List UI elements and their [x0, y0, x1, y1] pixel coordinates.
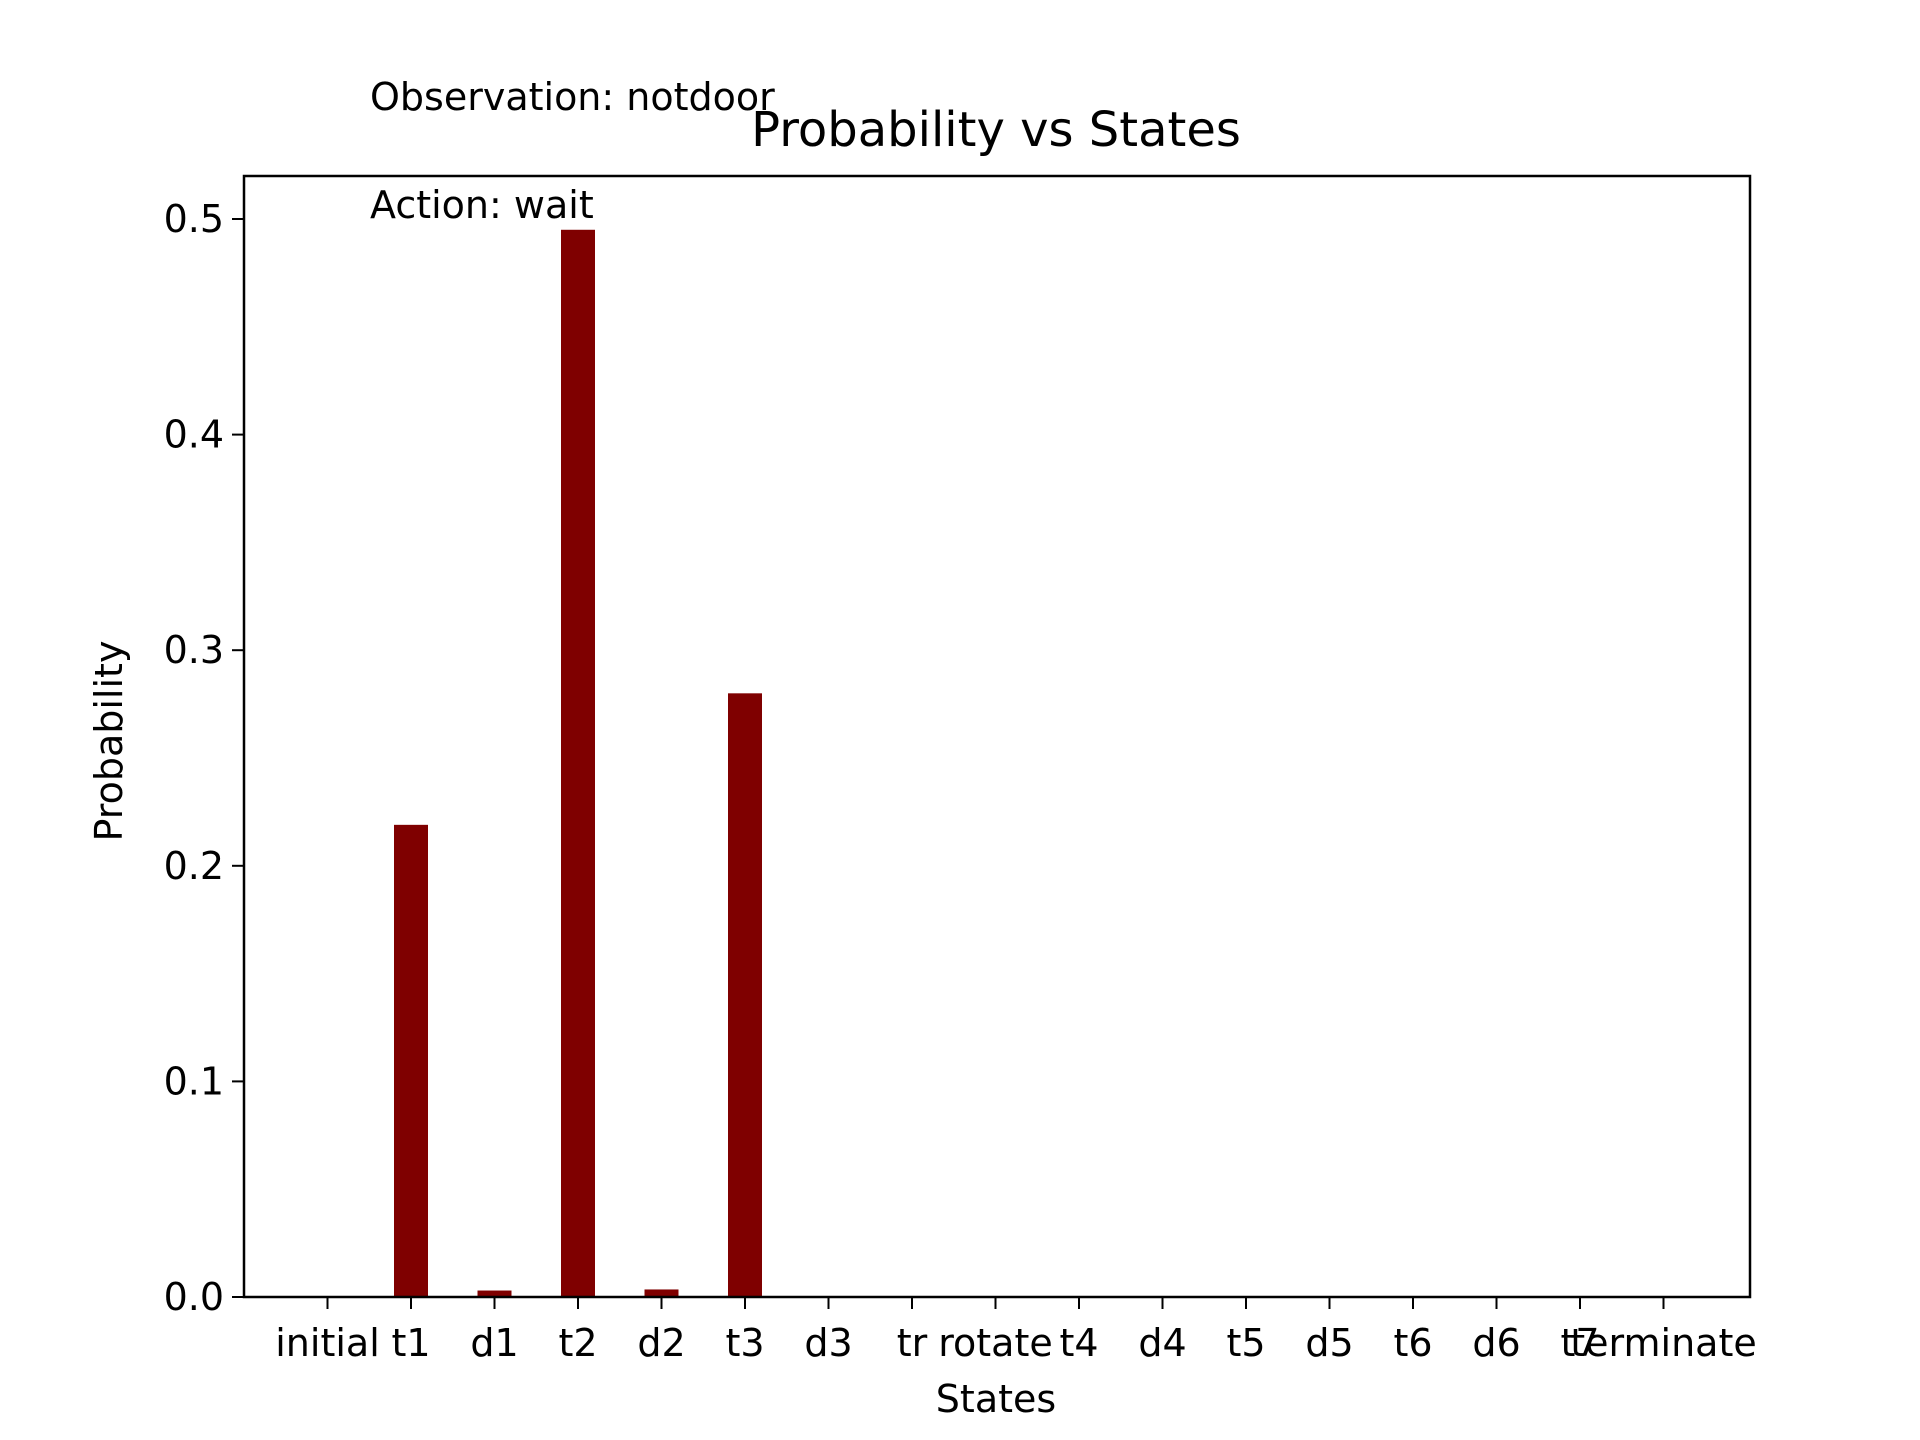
- x-tick-label-d3: d3: [804, 1321, 852, 1365]
- bar-t1: [394, 824, 428, 1297]
- bar-t2: [561, 229, 595, 1297]
- x-tick-label-initial: initial: [275, 1321, 380, 1365]
- x-tick-label-tr: tr: [897, 1321, 928, 1365]
- y-tick-label-0.1: 0.1: [164, 1059, 224, 1103]
- y-tick-label-0.4: 0.4: [164, 413, 224, 457]
- x-tick-label-t4: t4: [1059, 1321, 1098, 1365]
- x-tick-label-t5: t5: [1226, 1321, 1265, 1365]
- x-tick-label-t6: t6: [1393, 1321, 1432, 1365]
- bar-d2: [644, 1289, 679, 1297]
- y-axis: 0.0 0.1 0.2 0.3 0.4 0.5: [164, 197, 244, 1319]
- bar-t3: [728, 693, 762, 1297]
- x-axis: initial t1 d1 t2 d2 t3 d3 tr rotate t4 d4 t5 d5 t6 d6 t…: [275, 1297, 1757, 1365]
- y-axis-label: Probability: [87, 641, 131, 842]
- x-tick-label-d5: d5: [1305, 1321, 1353, 1365]
- x-tick-label-t1: t1: [391, 1321, 430, 1365]
- bars-group: [394, 229, 762, 1297]
- y-tick-label-0.5: 0.5: [164, 197, 224, 241]
- bar-d1: [477, 1290, 512, 1297]
- x-tick-label-t7: t7: [1560, 1321, 1599, 1365]
- action-annotation: Action: wait: [370, 183, 594, 227]
- x-tick-label-d6: d6: [1472, 1321, 1520, 1365]
- y-tick-label-0.3: 0.3: [164, 628, 224, 672]
- y-tick-label-0.0: 0.0: [164, 1275, 224, 1319]
- x-tick-label-d4: d4: [1138, 1321, 1186, 1365]
- x-tick-label-rotate: rotate: [938, 1321, 1053, 1365]
- x-tick-label-terminate: terminate: [1570, 1321, 1756, 1365]
- plot-frame: [242, 174, 1752, 1299]
- x-axis-label: States: [936, 1377, 1056, 1421]
- observation-annotation: Observation: notdoor: [370, 75, 775, 119]
- x-tick-label-d1: d1: [470, 1321, 518, 1365]
- chart-title: Probability vs States: [751, 102, 1241, 158]
- x-tick-label-t2: t2: [558, 1321, 597, 1365]
- y-tick-label-0.2: 0.2: [164, 844, 224, 888]
- x-tick-label-d2: d2: [637, 1321, 685, 1365]
- x-tick-label-t3: t3: [725, 1321, 764, 1365]
